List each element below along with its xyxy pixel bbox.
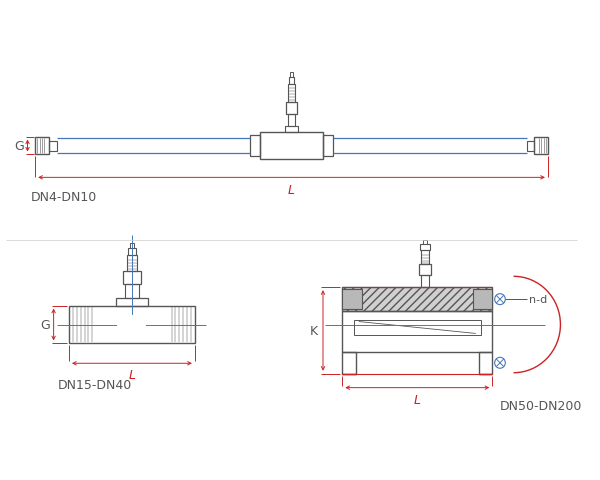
Bar: [123, 271, 140, 284]
Bar: [127, 255, 137, 271]
Bar: [343, 312, 492, 352]
Bar: [285, 126, 298, 132]
Bar: [130, 243, 134, 249]
Bar: [125, 284, 139, 298]
Bar: [422, 241, 427, 245]
Text: DN15-DN40: DN15-DN40: [58, 378, 132, 391]
Bar: [343, 289, 362, 310]
Bar: [419, 265, 431, 276]
Text: L: L: [414, 393, 421, 406]
Text: n-d: n-d: [529, 295, 547, 304]
Bar: [420, 245, 430, 251]
Bar: [287, 115, 295, 126]
Bar: [116, 298, 148, 306]
Bar: [343, 288, 492, 312]
Bar: [49, 141, 56, 151]
Text: DN4-DN10: DN4-DN10: [31, 191, 97, 204]
Bar: [354, 320, 481, 336]
Text: G: G: [14, 140, 23, 153]
Text: DN50-DN200: DN50-DN200: [500, 399, 583, 412]
Bar: [535, 137, 548, 155]
Bar: [527, 141, 535, 151]
Bar: [118, 315, 146, 334]
Bar: [290, 73, 293, 78]
Bar: [260, 132, 323, 160]
Bar: [421, 276, 430, 288]
Bar: [421, 251, 429, 265]
Bar: [343, 352, 356, 374]
Text: G: G: [40, 318, 50, 331]
Bar: [473, 289, 492, 310]
Bar: [479, 352, 492, 374]
Text: L: L: [288, 184, 295, 197]
Bar: [250, 135, 260, 157]
Text: K: K: [310, 324, 318, 337]
Bar: [289, 78, 295, 85]
Bar: [288, 85, 295, 103]
Bar: [69, 306, 195, 344]
Bar: [286, 103, 298, 115]
Bar: [323, 135, 332, 157]
Bar: [35, 137, 49, 155]
Text: L: L: [128, 369, 136, 382]
Bar: [128, 249, 136, 255]
